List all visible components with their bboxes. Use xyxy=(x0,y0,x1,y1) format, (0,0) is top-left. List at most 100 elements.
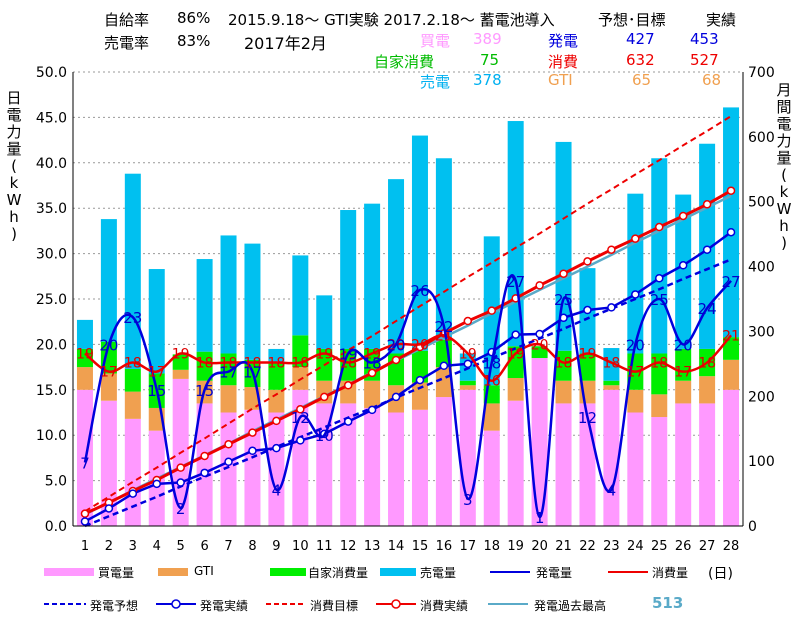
bar-buy xyxy=(555,403,572,526)
label-daily-gen: 12 xyxy=(291,409,310,427)
left-axis-char: ) xyxy=(11,225,17,243)
actual-label: 実績 xyxy=(706,11,737,29)
legend-gti: GTI xyxy=(194,564,214,578)
bar-gti xyxy=(124,391,141,419)
x-tick-label: 28 xyxy=(723,539,740,554)
left-axis-char: ( xyxy=(11,157,17,175)
x-tick-label: 2 xyxy=(105,539,113,554)
marker-gen-actual xyxy=(104,504,114,513)
bar-sell xyxy=(651,158,668,354)
x-tick-label: 4 xyxy=(153,539,161,554)
right-axis-char: 月 xyxy=(776,81,792,99)
marker-cons-actual xyxy=(391,355,401,365)
label-daily-gen: 25 xyxy=(554,291,573,309)
label-daily-cons: 18 xyxy=(220,356,238,372)
legend-cons-target: 消費目標 xyxy=(310,599,359,613)
left-axis-char: 日 xyxy=(6,89,22,107)
x-tick-label: 14 xyxy=(388,539,405,554)
marker-gen-actual xyxy=(726,227,736,237)
label-daily-cons: 18 xyxy=(339,356,357,372)
bar-sell xyxy=(220,235,237,354)
bar-buy xyxy=(196,403,213,526)
bar-buy xyxy=(483,430,500,526)
left-tick-label: 0.0 xyxy=(45,519,67,535)
x-tick-label: 20 xyxy=(531,539,548,554)
bar-gti xyxy=(459,385,476,390)
bar-buy xyxy=(388,412,405,526)
bar-sell xyxy=(292,255,309,336)
right-tick-label: 600 xyxy=(748,130,775,146)
label-daily-cons: 17 xyxy=(626,365,644,381)
label-daily-gen: 15 xyxy=(147,382,166,400)
right-tick-label: 500 xyxy=(748,195,775,211)
left-axis-char: 量 xyxy=(6,140,22,158)
x-tick-label: 24 xyxy=(627,539,644,554)
label-daily-gen: 20 xyxy=(626,336,645,354)
legend-sell: 売電量 xyxy=(420,566,457,580)
legend-cons-act: 消費実績 xyxy=(420,599,469,613)
bar-self xyxy=(292,335,309,368)
bar-gti xyxy=(555,380,572,404)
marker-cons-actual xyxy=(272,416,281,426)
bar-sell xyxy=(603,348,620,381)
bar-sell xyxy=(388,179,405,354)
left-tick-label: 50.0 xyxy=(36,65,67,81)
label-daily-cons: 19 xyxy=(76,346,94,362)
left-tick-label: 45.0 xyxy=(36,110,67,126)
sell-key: 売電 xyxy=(420,73,451,91)
x-tick-label: 18 xyxy=(483,539,500,554)
x-tick-label: 12 xyxy=(340,539,357,554)
marker-gen-actual xyxy=(80,517,90,526)
bar-sell xyxy=(675,194,692,349)
label-daily-cons: 20 xyxy=(411,337,429,353)
label-daily-gen: 17 xyxy=(243,364,262,382)
legend-gen: 発電量 xyxy=(536,566,573,580)
line-cons-target xyxy=(84,115,732,513)
marker-cons-actual xyxy=(535,281,544,290)
marker-gen-actual xyxy=(583,305,592,315)
label-daily-cons: 19 xyxy=(507,346,525,362)
label-daily-gen: 7 xyxy=(80,454,90,472)
right-tick-label: 200 xyxy=(748,389,775,405)
bar-self xyxy=(723,337,740,360)
marker-gen-actual xyxy=(128,489,138,498)
bar-self xyxy=(531,346,548,359)
label-daily-cons: 18 xyxy=(650,356,668,372)
marker-gen-actual xyxy=(391,392,401,402)
marker-gen-actual xyxy=(655,273,664,283)
sell-ratio-label: 売電率 xyxy=(104,34,150,52)
self-value: 75 xyxy=(480,51,500,69)
label-daily-cons: 20 xyxy=(531,337,549,353)
label-daily-gen: 20 xyxy=(99,336,118,354)
bar-gti xyxy=(100,373,117,401)
marker-cons-actual xyxy=(343,381,353,390)
gti-actual: 68 xyxy=(702,71,722,89)
label-daily-cons: 19 xyxy=(579,346,597,362)
label-daily-gen: 1 xyxy=(535,509,545,527)
bar-sell xyxy=(100,219,117,342)
legend-gen-act-marker xyxy=(171,599,181,609)
marker-gen-actual xyxy=(367,405,377,415)
marker-cons-actual xyxy=(296,405,305,414)
bar-sell xyxy=(76,319,93,349)
label-daily-gen: 18 xyxy=(363,355,382,373)
label-daily-cons: 17 xyxy=(148,365,166,381)
marker-cons-actual xyxy=(583,257,592,266)
bar-self xyxy=(196,351,213,381)
bar-sell xyxy=(411,135,428,351)
x-tick-label: 25 xyxy=(651,539,668,554)
x-tick-label: 21 xyxy=(555,539,572,554)
left-tick-label: 40.0 xyxy=(36,156,67,172)
bar-gti xyxy=(220,385,237,413)
self-sufficiency-value: 86% xyxy=(177,9,211,27)
bar-gti xyxy=(172,369,189,379)
left-tick-label: 10.0 xyxy=(36,428,67,444)
right-axis-char: W xyxy=(776,200,792,218)
bar-buy xyxy=(507,400,524,526)
left-axis-char: h xyxy=(9,208,19,226)
label-daily-cons: 18 xyxy=(602,356,620,372)
x-tick-label: 11 xyxy=(316,539,333,554)
left-tick-label: 25.0 xyxy=(36,292,67,308)
x-tick-label: 10 xyxy=(292,539,309,554)
label-daily-cons: 18 xyxy=(196,356,214,372)
